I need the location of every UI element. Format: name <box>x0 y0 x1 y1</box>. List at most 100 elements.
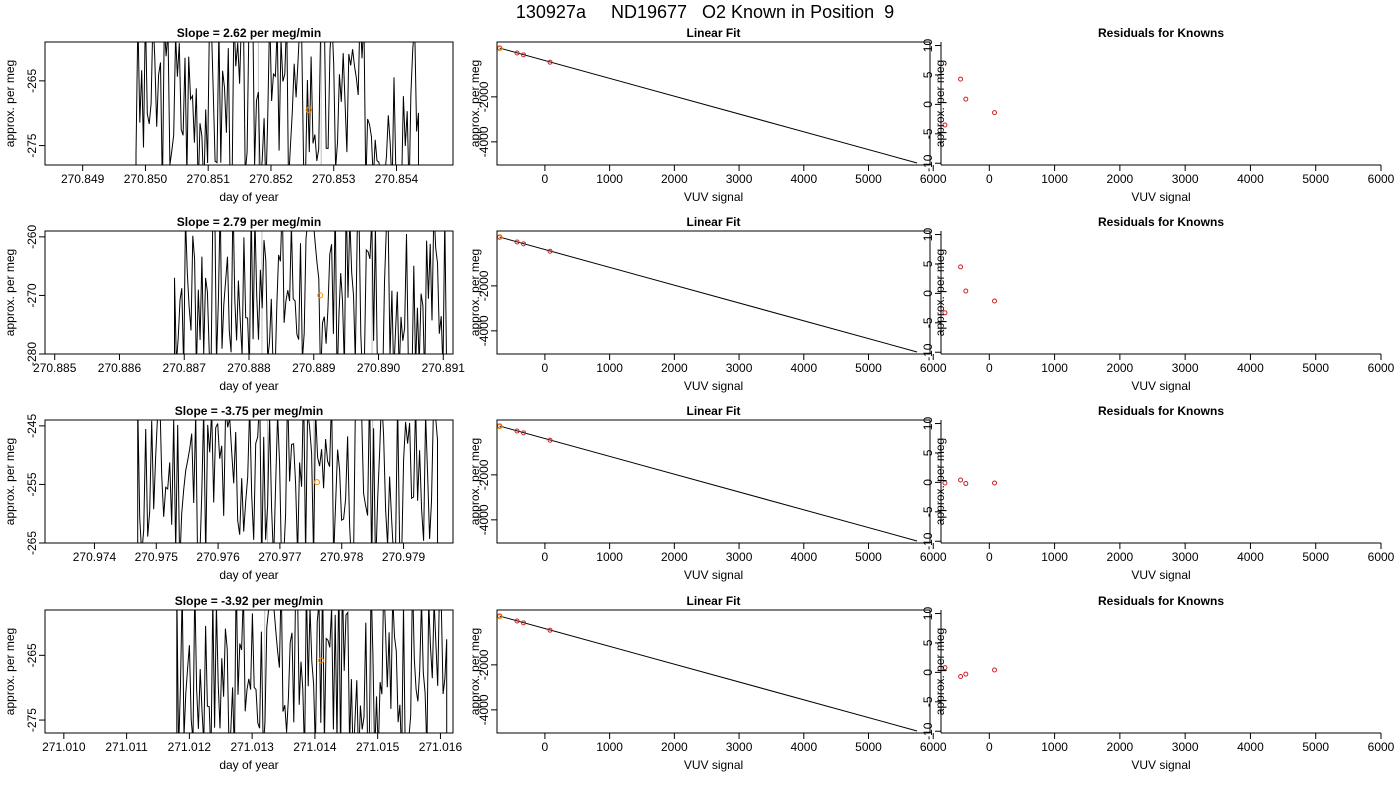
y-axis-label: approx. per meg <box>933 438 947 525</box>
x-axis-label: VUV signal <box>684 568 743 582</box>
plot-frame <box>496 230 931 355</box>
x-tick-label: 270.850 <box>124 172 168 186</box>
x-axis-label: VUV signal <box>1131 190 1190 204</box>
x-tick-label: 2000 <box>661 172 688 186</box>
x-tick-label: 4000 <box>790 740 817 754</box>
plot-frame <box>496 609 931 734</box>
y-tick-label: 10 <box>921 39 935 53</box>
residual-point <box>958 674 964 680</box>
y-tick-label: -5 <box>921 317 935 328</box>
x-tick-label: 0 <box>986 172 993 186</box>
x-tick-label: 3000 <box>726 740 753 754</box>
residual-point <box>942 665 948 671</box>
panel-title: Residuals for Knowns <box>1098 26 1224 40</box>
fit-line <box>499 47 918 164</box>
y-tick-label: 5 <box>921 71 935 78</box>
x-tick-label: 270.849 <box>61 172 105 186</box>
y-tick-label: -4000 <box>477 126 491 157</box>
y-tick-label: -5 <box>921 506 935 517</box>
y-tick-label: -280 <box>25 342 39 366</box>
y-axis-label: approx. per meg <box>468 249 482 336</box>
plot-frame <box>496 419 931 544</box>
x-axis-label: VUV signal <box>684 190 743 204</box>
x-tick-label: 270.889 <box>292 361 336 375</box>
y-tick-label: -265 <box>25 643 39 667</box>
signal-line <box>174 231 447 354</box>
x-tick-label: 271.015 <box>356 740 400 754</box>
x-tick-label: 3000 <box>726 550 753 564</box>
signal-line <box>176 610 448 733</box>
x-tick-label: 6000 <box>920 740 947 754</box>
residual-point <box>942 122 948 128</box>
plot-area <box>135 42 419 165</box>
time-series-panel: 271.010 271.011 271.012 271.013 271.014 271.0… <box>3 594 462 772</box>
y-axis-label: approx. per meg <box>3 249 17 336</box>
y-tick-label: -265 <box>25 69 39 93</box>
fit-line <box>499 425 918 542</box>
x-tick-label: 6000 <box>920 550 947 564</box>
x-tick-label: 270.854 <box>375 172 419 186</box>
residual-point <box>958 76 964 82</box>
y-tick-label: 10 <box>921 228 935 242</box>
plot-area <box>174 231 447 354</box>
residuals-panel: 0 1000 2000 3000 4000 5000 6000 10 5 0 -5 -10 Residu… <box>921 26 1395 204</box>
y-tick-label: 10 <box>921 607 935 621</box>
panel-title: Residuals for Knowns <box>1098 215 1224 229</box>
residual-point <box>942 310 948 316</box>
residual-point <box>963 96 969 102</box>
y-tick-label: -260 <box>25 225 39 249</box>
time-series-panel: 270.849 270.850 270.851 270.852 270.853 270.8… <box>3 26 454 204</box>
time-series-panel: 270.885 270.886 270.887 270.888 270.889 270.8… <box>3 215 466 393</box>
y-axis-label: approx. per meg <box>3 60 17 147</box>
y-axis-label: approx. per meg <box>468 60 482 147</box>
x-axis-label: day of year <box>219 568 278 582</box>
panel-title: Slope = 2.79 per meg/min <box>177 215 321 229</box>
y-axis-label: approx. per meg <box>3 628 17 715</box>
y-tick-label: -4000 <box>477 504 491 535</box>
x-tick-label: 4000 <box>1237 361 1264 375</box>
x-tick-label: 4000 <box>790 172 817 186</box>
y-tick-label: -10 <box>921 343 935 361</box>
y-axis-label: approx. per meg <box>933 60 947 147</box>
panel-title: Slope = -3.75 per meg/min <box>175 404 323 418</box>
known-point <box>521 620 527 626</box>
residuals-panel: 0 1000 2000 3000 4000 5000 6000 10 5 0 -5 -10 Residu… <box>921 215 1395 393</box>
y-axis-label: approx. per meg <box>3 438 17 525</box>
x-tick-label: 2000 <box>1107 172 1134 186</box>
x-axis-label: VUV signal <box>1131 758 1190 772</box>
y-tick-label: -4000 <box>477 315 491 346</box>
x-tick-label: 0 <box>542 550 549 564</box>
fit-line <box>499 236 918 353</box>
x-tick-label: 4000 <box>1237 550 1264 564</box>
panel-title: Slope = 2.62 per meg/min <box>177 26 321 40</box>
x-tick-label: 270.886 <box>98 361 142 375</box>
x-tick-label: 1000 <box>596 361 623 375</box>
residual-point <box>958 264 964 270</box>
known-point <box>521 52 527 58</box>
x-tick-label: 5000 <box>1302 361 1329 375</box>
x-tick-label: 2000 <box>661 361 688 375</box>
x-tick-label: 1000 <box>1041 740 1068 754</box>
x-tick-label: 5000 <box>855 550 882 564</box>
x-tick-label: 1000 <box>596 740 623 754</box>
x-tick-label: 270.891 <box>422 361 466 375</box>
x-tick-label: 1000 <box>596 550 623 564</box>
x-axis-label: VUV signal <box>1131 568 1190 582</box>
x-tick-label: 3000 <box>1172 550 1199 564</box>
y-tick-label: -255 <box>25 472 39 496</box>
x-tick-label: 270.887 <box>163 361 207 375</box>
residual-point <box>963 671 969 677</box>
residual-point <box>958 477 964 483</box>
x-tick-label: 3000 <box>1172 361 1199 375</box>
residuals-panel: 0 1000 2000 3000 4000 5000 6000 10 5 0 -5 -10 Residu… <box>921 594 1395 772</box>
x-tick-label: 1000 <box>596 172 623 186</box>
x-axis-label: day of year <box>219 379 278 393</box>
x-axis-label: day of year <box>219 758 278 772</box>
x-tick-label: 1000 <box>1041 361 1068 375</box>
linear-fit-panel: 0 1000 2000 3000 4000 5000 6000 -2000 -4000 Linea… <box>468 404 947 582</box>
x-tick-label: 5000 <box>855 740 882 754</box>
x-tick-label: 1000 <box>1041 172 1068 186</box>
fit-line <box>499 615 918 732</box>
x-tick-label: 271.014 <box>293 740 337 754</box>
panel-title: Residuals for Knowns <box>1098 594 1224 608</box>
